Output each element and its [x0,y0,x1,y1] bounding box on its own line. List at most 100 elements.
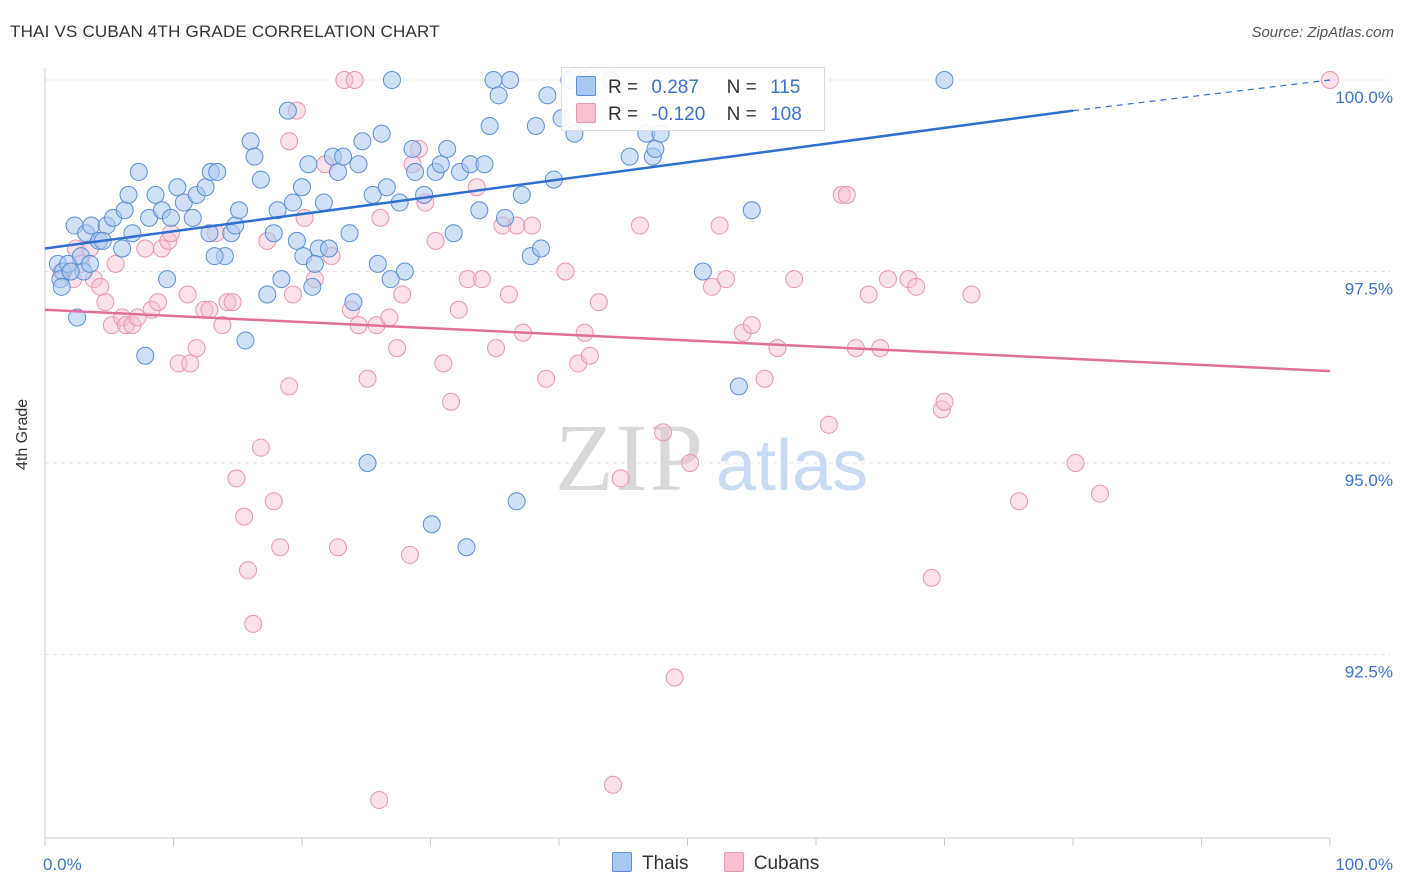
thai-point [251,170,270,189]
cuban-point [178,285,197,304]
thais-label: Thais [642,853,689,874]
series-legend: Thais Cubans [612,852,849,875]
cuban-point [630,216,649,235]
cuban-point [575,323,594,342]
cubans-label: Cubans [753,853,820,874]
thai-point [475,155,494,174]
thai-point [241,132,260,151]
cuban-point [223,293,242,312]
cuban-point [239,561,258,580]
cuban-point [837,185,856,204]
cuban-point [458,270,477,289]
cuban-point [96,293,115,312]
cuban-point [358,369,377,388]
x-tick-label: 100.0% [1335,855,1393,874]
thai-point [123,224,142,243]
cuban-point [380,308,399,327]
thai-point [293,178,311,197]
thai-point [538,86,557,105]
thai-point [52,277,71,296]
cuban-point [472,270,491,289]
thais-swatch [612,852,632,872]
thai-point [368,254,387,273]
thai-point [226,216,245,235]
thai-point [372,124,391,143]
thai-n-label: N = [726,77,757,98]
y-tick-label: 92.5% [1345,663,1393,682]
cuban-point [1066,454,1085,472]
cuban-point [710,216,729,235]
thai-trend-extension [1072,79,1331,112]
cuban-point [878,270,897,289]
cuban-point [935,392,954,411]
cuban-point [755,369,774,388]
thai-point [382,71,401,89]
thai-point [512,185,531,204]
cuban-point [271,538,290,557]
cuban-point [702,277,721,296]
cuban-point [388,339,407,358]
cuban-point [280,377,299,396]
cuban-point [819,415,838,434]
thai-point [349,155,368,174]
thai-point [340,224,359,243]
thai-r-value: 0.287 [651,77,699,98]
thai-point [258,285,277,304]
thai-point [278,101,297,120]
trend-lines [44,79,1331,373]
thai-point [406,162,425,181]
thai-point [415,185,434,204]
cuban-point [580,346,599,365]
y-tick-label: 97.5% [1345,280,1393,299]
thai-point [526,116,545,135]
thai-point [158,270,177,289]
cuban-point [665,668,684,687]
thai-point [334,147,353,166]
thai-point [305,254,324,273]
cuban-point [1010,492,1029,511]
thai-point [620,147,639,166]
thai-point [358,454,377,472]
cuban-point [370,791,389,810]
thai-point [68,308,87,327]
cuban-n-label: N = [726,104,757,125]
thai-point [729,377,748,396]
cuban-point [442,392,461,411]
thai-point [115,201,134,220]
cuban-point [200,300,219,319]
cuban-point [102,316,121,335]
stats-legend: R = 0.287 N = 115 R = -0.120 N = 108 [561,67,825,131]
thai-point [129,162,148,181]
cuban-point [499,285,518,304]
cuban-point [393,285,412,304]
thai-point [377,178,396,197]
cuban-point [785,270,804,289]
cuban-point [523,216,542,235]
y-axis-label: 4th Grade [14,398,31,470]
thai-point [268,201,287,220]
cuban-point [899,270,918,289]
legend-row-cuban: R = -0.120 N = 108 [576,103,802,126]
cuban-point [859,285,878,304]
cuban-point [213,316,232,335]
cuban-point [149,293,168,312]
cuban-point [235,507,254,526]
thai-point [489,86,508,105]
thai-point [314,193,333,212]
thai-point [507,492,526,511]
thai-trend-line [44,109,1074,250]
cuban-point [136,239,155,258]
cuban-point [768,339,787,358]
thai-point [113,239,132,258]
thai-point [438,139,457,158]
cuban-point [328,538,347,557]
thai-point [328,162,347,181]
thai-point [532,239,551,258]
cuban-point [537,369,556,388]
cuban-point [733,323,752,342]
cuban-point [244,614,263,633]
cuban-point [345,71,364,89]
tick-labels: 92.5% 95.0% 97.5% 100.0% 0.0% 100.0% [43,88,1393,874]
legend-item-cubans: Cubans [723,852,820,875]
